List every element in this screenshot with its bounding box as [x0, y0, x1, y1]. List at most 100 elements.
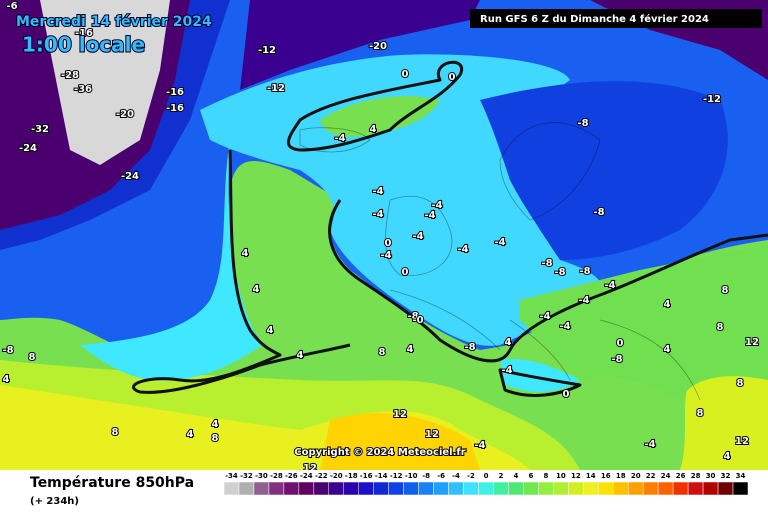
- run-banner: [470, 9, 762, 28]
- legend-swatch: [508, 481, 524, 496]
- legend-swatch: [702, 481, 719, 496]
- contour-label: -20: [369, 41, 387, 52]
- legend-tick-label: 26: [676, 472, 686, 480]
- legend-swatch: [283, 481, 300, 496]
- cool-field: [80, 140, 262, 381]
- contour-label: 8: [212, 433, 219, 444]
- contour-label: -8: [407, 311, 418, 322]
- contour-label: -24: [19, 143, 37, 154]
- legend-tick-label: 20: [631, 472, 641, 480]
- legend-tick-label: -8: [422, 472, 430, 480]
- contour-label: -4: [474, 440, 485, 451]
- run-info: Run GFS 6 Z du Dimanche 4 février 2024: [480, 13, 709, 25]
- legend-tick-label: 10: [556, 472, 566, 480]
- legend-tick-label: 32: [721, 472, 731, 480]
- legend-swatch: [313, 481, 330, 496]
- contour-label: -16: [166, 87, 184, 98]
- contour-label: -4: [372, 186, 383, 197]
- legend-swatch: [478, 481, 494, 496]
- contour-label: -32: [31, 124, 49, 135]
- legend-tick-label: 4: [514, 472, 519, 480]
- contour-label: 0: [402, 69, 409, 80]
- legend-swatch: [403, 481, 419, 496]
- legend-tick-label: 12: [571, 472, 581, 480]
- legend-swatch: [223, 481, 240, 496]
- copyright: Copyright © 2024 Meteociel.fr: [294, 447, 465, 458]
- contour-label: 8: [112, 427, 119, 438]
- cold-field: [480, 81, 728, 260]
- contour-label: 4: [187, 429, 194, 440]
- legend-swatch: [538, 481, 554, 496]
- contour-label: -4: [431, 200, 442, 211]
- legend-tick-label: -34: [225, 472, 238, 480]
- contour-label: -6: [6, 1, 17, 12]
- contour-label: -4: [424, 210, 435, 221]
- legend-swatch: [238, 481, 255, 496]
- contour-label: -12: [258, 45, 276, 56]
- legend-swatch: [373, 481, 389, 496]
- contour-label: -4: [494, 237, 505, 248]
- contour-label: -12: [267, 83, 285, 94]
- legend-tick-label: -2: [467, 472, 475, 480]
- local-time: 1:00 locale: [22, 33, 145, 57]
- legend-swatch: [553, 481, 569, 496]
- contour-label: 4: [664, 344, 671, 355]
- lead-time: (+ 234h): [30, 496, 79, 507]
- legend-swatch: [583, 481, 599, 496]
- legend-swatch: [388, 481, 404, 496]
- legend-swatch: [717, 481, 734, 496]
- legend-tick-label: 8: [543, 472, 548, 480]
- legend-swatch: [687, 481, 704, 496]
- contour-label: 0: [449, 72, 456, 83]
- legend-tick-label: 24: [661, 472, 671, 480]
- zero-isotherm: [132, 60, 768, 397]
- contour-label: -8: [2, 345, 13, 356]
- contour-label: 12: [393, 409, 407, 420]
- very-cold-field: [240, 0, 480, 90]
- legend-tick-label: 14: [586, 472, 596, 480]
- warm-field: [680, 375, 768, 470]
- legend-tick-label: 2: [499, 472, 504, 480]
- greenland-ice: [40, 0, 170, 165]
- legend-tick-label: -30: [255, 472, 268, 480]
- legend-tick-label: 18: [616, 472, 626, 480]
- contour-label: 4: [407, 344, 414, 355]
- hot-field: [320, 412, 480, 470]
- contour-label: -0: [412, 315, 423, 326]
- contour-label: -4: [380, 250, 391, 261]
- contour-label: -24: [121, 171, 139, 182]
- legend-swatch: [598, 481, 614, 496]
- contour-label: -4: [412, 231, 423, 242]
- contour-label: 0: [563, 389, 570, 400]
- legend-tick-label: 34: [736, 472, 746, 480]
- forecast-date: Mercredi 14 février 2024: [16, 14, 212, 30]
- legend-swatch: [463, 481, 479, 496]
- contour-label: -16: [75, 28, 93, 39]
- contour-label: 4: [212, 419, 219, 430]
- contour-label: 4: [664, 299, 671, 310]
- legend-tick-label: -28: [270, 472, 283, 480]
- legend-tick-label: 30: [706, 472, 716, 480]
- legend-swatch: [253, 481, 270, 496]
- legend-tick-label: -14: [375, 472, 388, 480]
- legend-swatch: [418, 481, 434, 496]
- contour-label: 4: [370, 124, 377, 135]
- mild-field: [520, 245, 768, 400]
- contour-label: -8: [577, 118, 588, 129]
- legend-tick-label: 0: [484, 472, 489, 480]
- legend-swatch: [672, 481, 689, 496]
- field-title: Température 850hPa: [30, 475, 194, 491]
- legend-swatch: [657, 481, 674, 496]
- legend-tick-label: -16: [360, 472, 373, 480]
- legend-tick-label: -26: [285, 472, 298, 480]
- contour-label: -28: [61, 70, 79, 81]
- contour-label: -4: [578, 295, 589, 306]
- contour-label: 4: [3, 374, 10, 385]
- contour-label: 8: [722, 285, 729, 296]
- contour-label: 12: [425, 429, 439, 440]
- legend-tick-label: -10: [405, 472, 418, 480]
- contour-label: 4: [297, 350, 304, 361]
- contour-label: -4: [334, 133, 345, 144]
- legend-tick-label: 22: [646, 472, 656, 480]
